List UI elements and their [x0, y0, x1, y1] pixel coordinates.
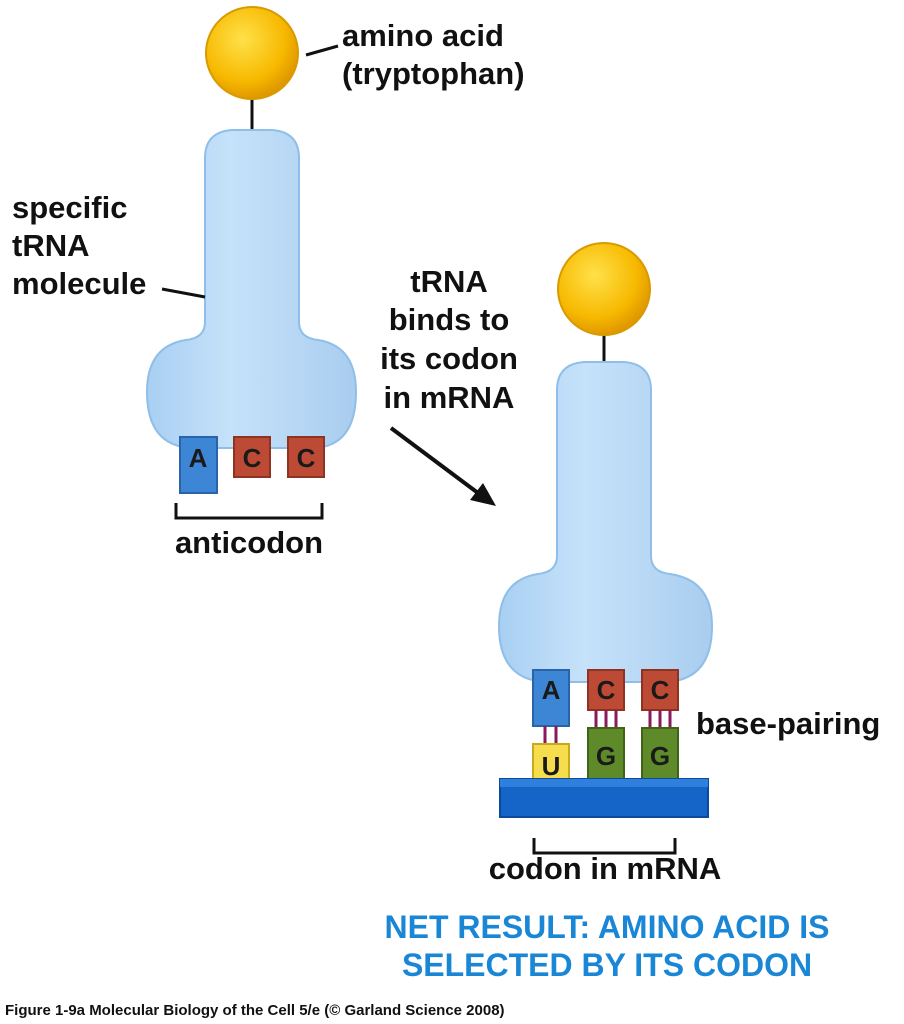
anticodon-label: anticodon	[175, 525, 323, 560]
trna-label-line1: specific	[12, 190, 127, 225]
codon-base-u	[532, 743, 570, 785]
right-base-a	[532, 669, 570, 727]
amino-acid-leader-line	[305, 44, 339, 57]
codon-base-g1-label: G	[596, 741, 616, 771]
codon-base-g2	[641, 727, 679, 785]
right-amino-acid-ball	[557, 242, 651, 336]
left-amino-acid-ball	[205, 6, 299, 100]
base-pairing-label: base-pairing	[696, 706, 880, 741]
trna-label-line2: tRNA	[12, 228, 90, 263]
left-base-c1-label: C	[243, 443, 262, 473]
binds-label-line3: its codon	[380, 341, 518, 376]
codon-base-g2-label: G	[650, 741, 670, 771]
right-base-c2	[641, 669, 679, 711]
figure-caption: Figure 1-9a Molecular Biology of the Cel…	[5, 1002, 505, 1019]
left-trna-body	[145, 129, 358, 449]
codon-base-u-label: U	[542, 751, 561, 781]
binds-label-line4: in mRNA	[384, 380, 515, 415]
right-base-c1-label: C	[597, 675, 616, 705]
binds-label-line2: binds to	[389, 302, 510, 337]
left-base-c2	[287, 436, 325, 478]
left-base-c1	[233, 436, 271, 478]
net-result-line1: NET RESULT: AMINO ACID IS	[384, 909, 829, 945]
right-base-a-label: A	[542, 675, 561, 705]
trna-leader-line	[161, 287, 206, 299]
binding-arrow	[389, 426, 496, 506]
trna-label-line3: molecule	[12, 266, 146, 301]
left-base-a-label: A	[189, 443, 208, 473]
mrna-strand-highlight	[500, 779, 708, 787]
anticodon-bracket	[174, 503, 324, 520]
amino-acid-label-line2: (tryptophan)	[342, 56, 525, 91]
base-pairing-bonds	[543, 710, 672, 744]
right-trna-body	[497, 361, 714, 683]
left-base-c2-label: C	[297, 443, 316, 473]
net-result-line2: SELECTED BY ITS CODON	[402, 947, 812, 983]
left-trna-group: A C C	[145, 6, 358, 520]
codon-label: codon in mRNA	[489, 851, 722, 886]
amino-acid-label-line1: amino acid	[342, 18, 504, 53]
right-trna-group: A C C U G G	[497, 242, 714, 855]
codon-bracket	[532, 838, 677, 855]
right-base-c1	[587, 669, 625, 711]
left-base-a	[179, 436, 218, 494]
binds-label-line1: tRNA	[410, 264, 488, 299]
right-base-c2-label: C	[651, 675, 670, 705]
